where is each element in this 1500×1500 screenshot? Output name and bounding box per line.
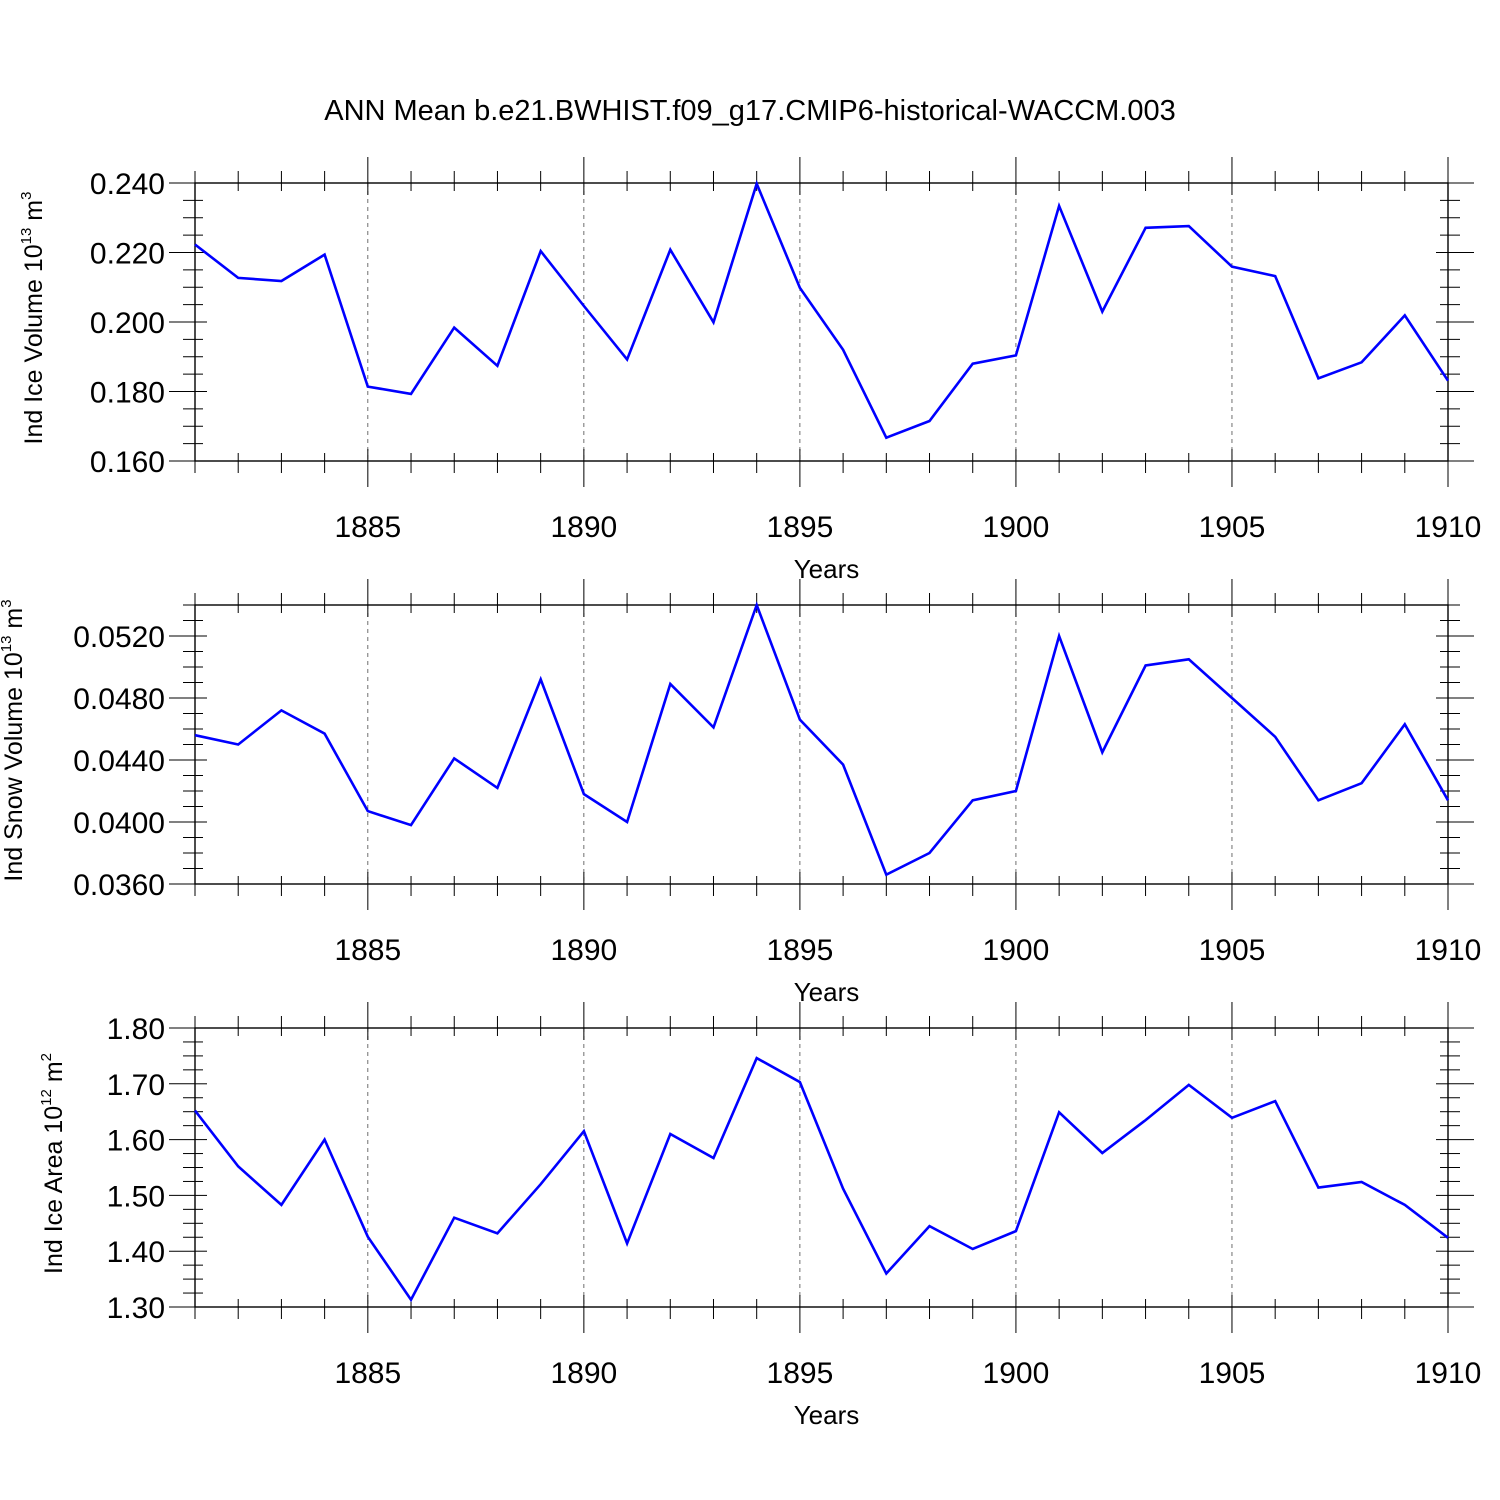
x-tick-label: 1890 <box>550 511 617 544</box>
y-axis-label: Ind Ice Area 1012 m2 <box>38 1053 68 1274</box>
y-axis-label-text: Ind Ice Volume 10 <box>20 244 48 444</box>
y-axis-label-exponent: 12 <box>38 1089 55 1106</box>
chart-title: ANN Mean b.e21.BWHIST.f09_g17.CMIP6-hist… <box>324 95 1176 127</box>
x-tick-label: 1890 <box>550 934 617 967</box>
y-axis-label: Ind Ice Volume 1013 m3 <box>18 192 48 445</box>
y-axis-label-text: Ind Ice Area 10 <box>40 1106 68 1274</box>
x-tick-label: 1900 <box>983 511 1050 544</box>
x-axis-label: Years <box>794 977 860 1007</box>
y-tick-label: 1.40 <box>107 1236 165 1269</box>
y-axis-label-text: Ind Snow Volume 10 <box>0 652 28 881</box>
y-axis-label-unit-exponent: 2 <box>38 1053 55 1061</box>
y-axis-label-unit: m <box>40 1061 68 1089</box>
y-tick-label: 0.240 <box>90 168 165 201</box>
plot-frame <box>194 1027 1449 1308</box>
y-tick-label: 0.0360 <box>73 869 165 902</box>
x-tick-label: 1890 <box>550 1357 617 1390</box>
x-tick-label: 1895 <box>767 934 834 967</box>
chart-panel-1: 1885 1890 1895 1900 1905 1910 0.160 0.180 0.200 0… <box>18 157 1481 584</box>
x-axis-label: Years <box>794 1400 860 1430</box>
y-tick-label: 0.160 <box>90 446 165 479</box>
x-tick-label: 1885 <box>334 1357 401 1390</box>
y-tick-label: 0.0400 <box>73 807 165 840</box>
plot-frame <box>194 182 1449 462</box>
x-tick-label: 1905 <box>1199 511 1266 544</box>
y-tick-label: 1.50 <box>107 1180 165 1213</box>
x-tick-label: 1905 <box>1199 1357 1266 1390</box>
x-axis-label: Years <box>794 554 860 584</box>
y-axis-label: Ind Snow Volume 1013 m3 <box>0 599 28 881</box>
y-tick-label: 0.180 <box>90 377 165 410</box>
series-line <box>193 1056 1449 1303</box>
y-tick-label: 0.200 <box>90 307 165 340</box>
plot-frame <box>194 604 1449 885</box>
series-line <box>194 179 1450 440</box>
x-tick-label: 1910 <box>1415 1357 1482 1390</box>
y-tick-label: 1.30 <box>107 1292 165 1325</box>
y-axis-label-unit: m <box>0 608 28 636</box>
x-tick-label: 1900 <box>983 1357 1050 1390</box>
y-axis-label-exponent: 13 <box>18 228 35 245</box>
x-tick-label: 1910 <box>1415 934 1482 967</box>
series-line <box>194 601 1450 877</box>
chart-panel-3: 1885 1890 1895 1900 1905 1910 1.30 1.40 1.50 1.60… <box>38 1002 1481 1430</box>
y-tick-label: 0.220 <box>90 238 165 271</box>
y-tick-label: 1.70 <box>107 1069 165 1102</box>
y-tick-label: 0.0480 <box>73 683 165 716</box>
y-tick-label: 0.0440 <box>73 745 165 778</box>
y-axis-label-unit-exponent: 3 <box>18 192 35 200</box>
y-axis-label-exponent: 13 <box>0 636 15 653</box>
y-tick-label: 1.80 <box>107 1013 165 1046</box>
y-tick-label: 0.0520 <box>73 621 165 654</box>
chart-panel-2: 1885 1890 1895 1900 1905 1910 0.0360 0.0400 0.04… <box>0 579 1481 1007</box>
x-tick-label: 1885 <box>334 511 401 544</box>
y-axis-label-unit-exponent: 3 <box>0 599 15 607</box>
x-tick-label: 1895 <box>767 511 834 544</box>
x-tick-label: 1885 <box>334 934 401 967</box>
x-tick-label: 1895 <box>767 1357 834 1390</box>
x-tick-label: 1910 <box>1415 511 1482 544</box>
y-tick-label: 1.60 <box>107 1125 165 1158</box>
y-axis-label-unit: m <box>20 200 48 228</box>
x-tick-label: 1905 <box>1199 934 1266 967</box>
x-tick-label: 1900 <box>983 934 1050 967</box>
